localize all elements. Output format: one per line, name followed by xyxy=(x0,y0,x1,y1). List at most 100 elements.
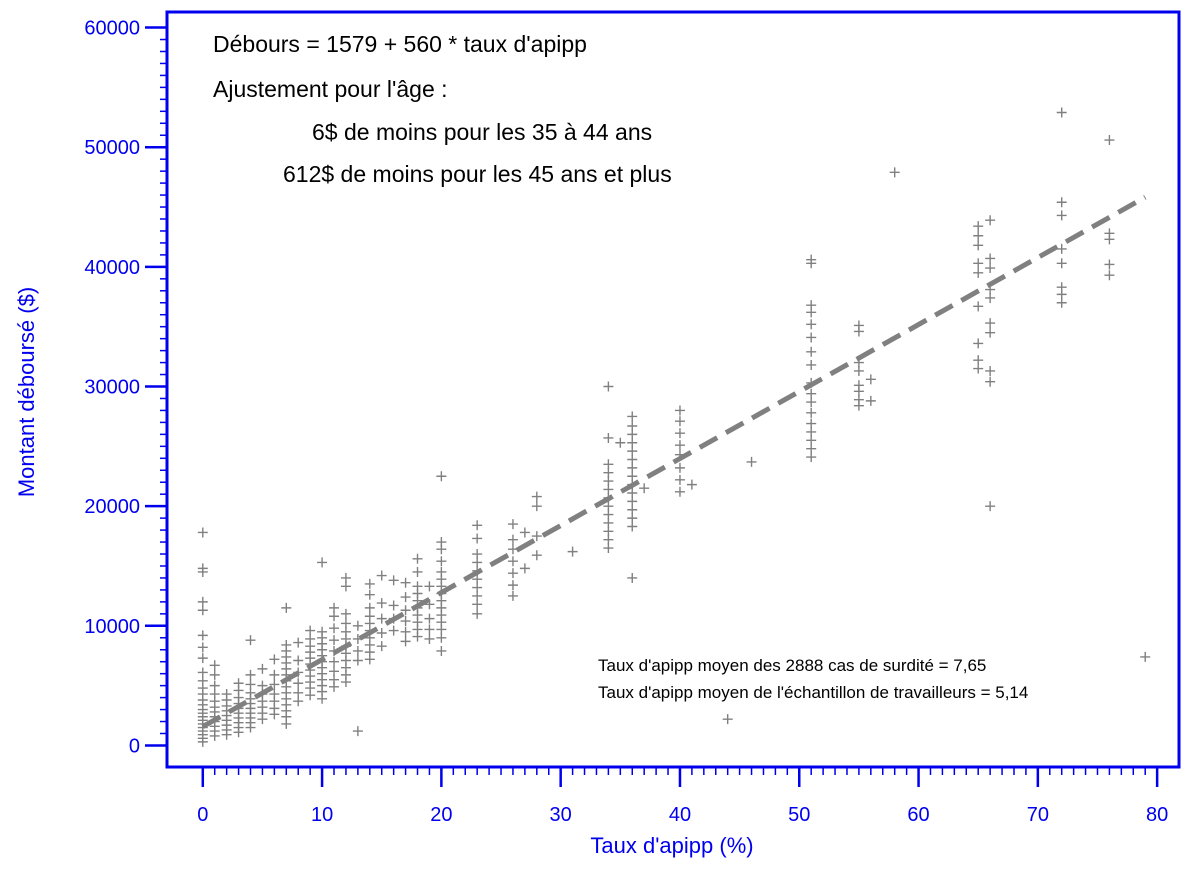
data-point xyxy=(806,388,817,399)
data-point xyxy=(985,253,996,264)
data-point xyxy=(412,553,423,564)
data-point xyxy=(329,602,340,613)
data-point xyxy=(853,365,864,376)
data-point xyxy=(352,645,363,656)
annotation-mean-deafness-cases: Taux d'apipp moyen des 2888 cas de surdi… xyxy=(598,656,986,675)
data-point xyxy=(376,570,387,581)
data-point xyxy=(985,501,996,512)
data-point xyxy=(973,240,984,251)
data-point xyxy=(305,625,316,636)
data-point xyxy=(197,642,208,653)
data-point xyxy=(806,300,817,311)
annotation-age-35-44: 6$ de moins pour les 35 à 44 ans xyxy=(312,119,652,145)
data-point xyxy=(567,546,578,557)
data-point xyxy=(973,258,984,269)
data-point xyxy=(400,616,411,627)
data-point xyxy=(329,635,340,646)
data-point xyxy=(853,380,864,391)
axes: 0 10000 20000 30000 40000 50000 60000 0 10 20 30 40… xyxy=(84,10,1181,826)
y-tick-label: 0 xyxy=(129,735,140,757)
data-point xyxy=(674,416,685,427)
y-tick-label: 60000 xyxy=(84,18,140,40)
data-point xyxy=(388,625,399,636)
data-point xyxy=(209,660,220,671)
data-point xyxy=(627,429,638,440)
data-point xyxy=(985,365,996,376)
data-point xyxy=(352,726,363,737)
data-point xyxy=(519,563,530,574)
data-point xyxy=(436,556,447,567)
data-point xyxy=(340,608,351,619)
data-point xyxy=(615,437,626,448)
data-point xyxy=(293,696,304,707)
data-point xyxy=(627,572,638,583)
data-point xyxy=(1056,297,1067,308)
data-point xyxy=(603,501,614,512)
data-point xyxy=(853,320,864,331)
data-point xyxy=(531,550,542,561)
data-point xyxy=(329,666,340,677)
data-point xyxy=(472,608,483,619)
data-point xyxy=(340,572,351,583)
data-point xyxy=(686,479,697,490)
data-point xyxy=(531,501,542,512)
data-point xyxy=(472,533,483,544)
data-point xyxy=(364,611,375,622)
data-point xyxy=(507,534,518,545)
x-tick-label: 80 xyxy=(1146,804,1168,826)
data-point xyxy=(603,517,614,528)
data-point xyxy=(340,618,351,629)
data-point xyxy=(305,633,316,644)
data-point xyxy=(531,531,542,542)
data-point xyxy=(853,394,864,405)
data-point xyxy=(627,471,638,482)
data-point xyxy=(221,689,232,700)
data-point xyxy=(806,452,817,463)
data-point xyxy=(985,215,996,226)
data-point xyxy=(603,509,614,520)
data-point xyxy=(507,556,518,567)
data-point xyxy=(507,519,518,530)
data-point xyxy=(400,592,411,603)
data-point xyxy=(245,687,256,698)
data-point xyxy=(507,580,518,591)
data-point xyxy=(603,381,614,392)
y-tick-label: 20000 xyxy=(84,496,140,518)
data-point xyxy=(889,167,900,178)
data-point xyxy=(627,513,638,524)
x-tick-label: 0 xyxy=(197,804,208,826)
data-point xyxy=(627,462,638,473)
data-point xyxy=(603,534,614,545)
data-point xyxy=(293,687,304,698)
data-point xyxy=(806,332,817,343)
data-point xyxy=(985,318,996,329)
data-point xyxy=(627,420,638,431)
data-point xyxy=(806,407,817,418)
data-point xyxy=(412,581,423,592)
data-point xyxy=(281,639,292,650)
data-point xyxy=(424,613,435,624)
data-point xyxy=(197,653,208,664)
data-point xyxy=(424,581,435,592)
data-point xyxy=(472,557,483,568)
data-point xyxy=(746,456,757,467)
data-point xyxy=(245,679,256,690)
data-point xyxy=(674,428,685,439)
data-point xyxy=(1056,258,1067,269)
data-point xyxy=(472,582,483,593)
data-point xyxy=(209,689,220,700)
data-point xyxy=(985,292,996,303)
data-point xyxy=(376,627,387,638)
x-tick-label: 60 xyxy=(907,804,929,826)
data-point xyxy=(806,426,817,437)
data-point xyxy=(472,520,483,531)
y-tick-label: 50000 xyxy=(84,137,140,159)
data-point xyxy=(603,476,614,487)
data-point xyxy=(436,645,447,656)
data-point xyxy=(627,521,638,532)
x-tick-label: 20 xyxy=(430,804,452,826)
data-point xyxy=(507,568,518,579)
data-point xyxy=(197,596,208,607)
data-point xyxy=(317,626,328,637)
data-point xyxy=(674,486,685,497)
